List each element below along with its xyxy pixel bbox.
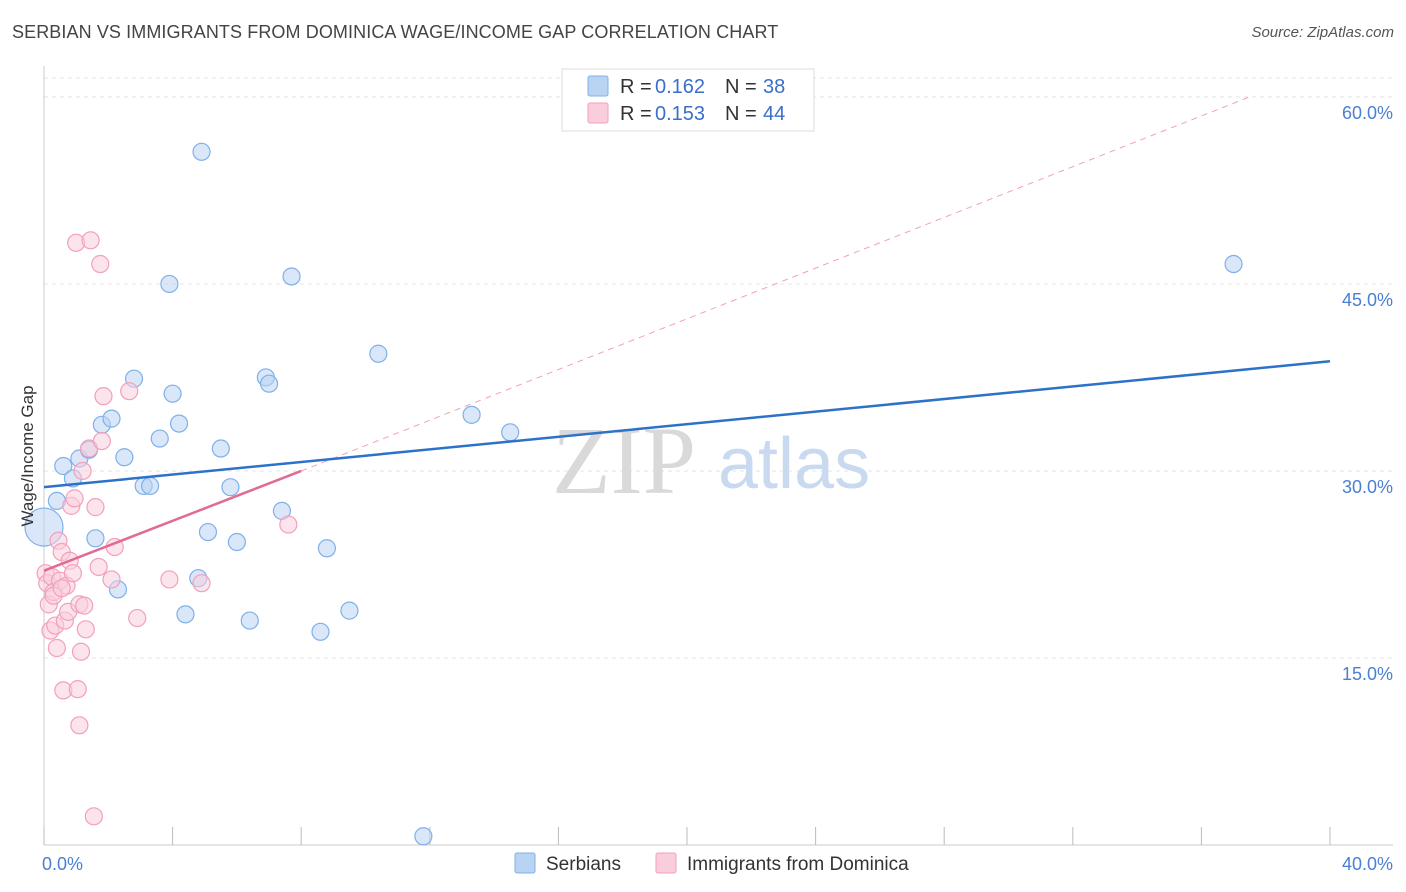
point-0-21 (198, 522, 218, 542)
y-tick-label-3: 60.0% (1342, 103, 1393, 123)
bottom-legend-label-serbians: Serbians (546, 854, 621, 875)
point-0-15 (160, 274, 179, 294)
point-1-24 (75, 596, 94, 615)
legend-n-label-0: N = (725, 76, 757, 98)
y-axis-label: Wage/Income Gap (18, 385, 37, 526)
point-1-35 (102, 570, 121, 589)
point-0-29 (282, 267, 301, 286)
point-1-31 (89, 557, 108, 577)
point-1-39 (160, 570, 179, 589)
point-1-41 (279, 515, 298, 534)
data-points (24, 142, 1243, 846)
point-1-18 (65, 489, 84, 508)
trend-lines (43, 96, 1331, 572)
point-0-16 (163, 384, 182, 403)
chart-source: Source: ZipAtlas.com (1251, 24, 1394, 41)
point-0-20 (192, 142, 211, 161)
bottom-legend-swatch-dominica (655, 852, 677, 874)
point-0-6 (86, 529, 105, 548)
bottom-legend-swatch-serbians (514, 852, 536, 874)
bottom-legend-label-dominica: Immigrants from Dominica (687, 854, 909, 875)
chart-title: SERBIAN VS IMMIGRANTS FROM DOMINICA WAGE… (12, 22, 779, 42)
legend: R = 0.162 N = 38 R = 0.153 N = 44 (561, 68, 815, 132)
grid-lines (44, 77, 1393, 659)
series-0 (24, 142, 1243, 846)
point-0-8 (102, 409, 121, 428)
point-0-17 (169, 414, 189, 433)
point-0-36 (501, 423, 520, 442)
point-1-28 (81, 231, 100, 250)
point-1-34 (94, 387, 113, 406)
point-1-26 (76, 620, 95, 639)
point-0-13 (140, 476, 160, 496)
y-tick-label-2: 45.0% (1342, 290, 1393, 310)
point-1-22 (71, 642, 91, 661)
legend-n-label-1: N = (725, 103, 757, 125)
point-1-40 (192, 574, 211, 593)
point-0-37 (1224, 254, 1243, 274)
point-0-31 (317, 539, 337, 558)
point-1-43 (52, 579, 71, 598)
point-0-25 (240, 611, 259, 630)
series-1 (36, 231, 298, 826)
legend-r-value-1: 0.153 (655, 103, 705, 125)
legend-n-value-0: 38 (763, 76, 785, 98)
point-0-33 (369, 344, 388, 363)
point-0-23 (221, 478, 240, 497)
point-1-25 (70, 716, 89, 735)
legend-r-value-0: 0.162 (655, 76, 705, 98)
legend-n-value-1: 44 (763, 103, 785, 125)
point-1-32 (91, 254, 110, 274)
x-tick-label-min: 0.0% (42, 854, 83, 874)
legend-swatch-serbians (587, 75, 609, 97)
y-tick-labels: 15.0% 30.0% 45.0% 60.0% (1342, 103, 1393, 684)
trend-line-0 (43, 360, 1331, 489)
legend-r-label-1: R = (620, 103, 652, 125)
point-0-10 (115, 448, 134, 467)
point-1-33 (92, 431, 111, 451)
y-tick-label-0: 15.0% (1342, 664, 1393, 684)
point-1-29 (84, 807, 103, 826)
point-1-7 (47, 638, 66, 658)
trend-extension-1 (301, 96, 1250, 472)
x-tick-labels: 0.0% 40.0% (42, 854, 1393, 874)
point-1-20 (68, 680, 87, 699)
point-1-30 (86, 498, 105, 517)
point-1-17 (63, 564, 83, 583)
trend-line-1 (43, 469, 302, 572)
point-1-23 (73, 461, 92, 481)
point-0-18 (176, 605, 195, 624)
x-tick-label-max: 40.0% (1342, 854, 1393, 874)
point-0-2 (54, 456, 73, 476)
point-0-35 (462, 405, 481, 424)
point-0-27 (259, 374, 279, 393)
watermark-zip: ZIP (552, 407, 696, 514)
legend-r-label-0: R = (620, 76, 652, 98)
y-tick-label-1: 30.0% (1342, 477, 1393, 497)
point-0-22 (211, 439, 230, 458)
point-1-37 (120, 382, 139, 401)
point-1-38 (128, 608, 147, 628)
point-0-30 (311, 622, 330, 641)
legend-swatch-dominica (587, 102, 609, 124)
bottom-legend: Serbians Immigrants from Dominica (514, 852, 909, 875)
point-0-32 (340, 601, 359, 620)
point-0-14 (150, 429, 169, 448)
point-0-24 (227, 532, 246, 552)
point-0-34 (414, 827, 433, 846)
watermark-atlas: atlas (718, 424, 870, 504)
